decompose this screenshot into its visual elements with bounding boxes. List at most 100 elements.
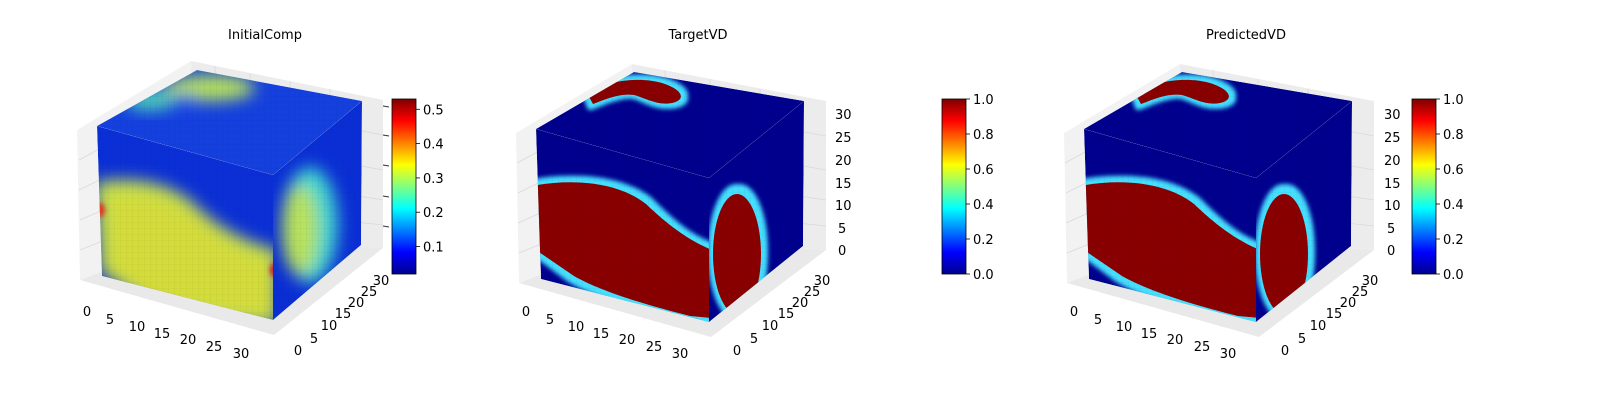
z-axis-tickmarks (382, 105, 390, 228)
colorbar-tick-label: 1.0 (1443, 93, 1464, 108)
chart-title: PredictedVD (1206, 28, 1286, 43)
y-tick: 0 (733, 344, 741, 359)
colorbar-tick-label: 0.6 (973, 163, 994, 178)
colorbar-predictedvd: 0.0 0.2 0.4 0.6 0.8 1.0 (1411, 93, 1464, 283)
colorbar-gradient (391, 98, 417, 275)
z-axis-ticks: 0 5 10 15 20 25 30 (835, 108, 852, 259)
y-tick: 25 (361, 285, 378, 300)
z-tick: 20 (835, 154, 852, 169)
y-tick: 25 (804, 285, 821, 300)
colorbar-tick-label: 0.8 (1443, 128, 1464, 143)
y-tick: 0 (294, 344, 302, 359)
x-tick: 0 (522, 305, 530, 320)
x-tick: 30 (672, 347, 689, 362)
z-tick: 5 (838, 222, 846, 237)
y-tick: 0 (1281, 344, 1289, 359)
z-tick: 15 (835, 177, 852, 192)
chart-title: TargetVD (667, 28, 727, 43)
z-tick: 10 (1384, 199, 1401, 214)
x-tick: 15 (593, 327, 610, 342)
x-tick: 25 (646, 340, 663, 355)
z-tick: 5 (1387, 222, 1395, 237)
y-axis-ticks: 0 5 10 15 20 25 30 (1281, 274, 1378, 359)
colorbar-ticks: 0.0 0.2 0.4 0.6 0.8 1.0 (1436, 93, 1464, 283)
volume-front-face (97, 126, 273, 320)
y-axis-ticks: 0 5 10 15 20 25 30 (294, 274, 389, 359)
x-tick: 20 (1167, 333, 1184, 348)
volume-top-face (97, 70, 362, 175)
colorbar-tick-label: 0.6 (1443, 163, 1464, 178)
x-tick: 5 (106, 313, 114, 328)
x-tick: 30 (233, 347, 250, 362)
colorbar-tick-label: 0.5 (423, 103, 444, 118)
colorbar-tick-label: 0.4 (423, 138, 444, 153)
plot-targetvd: TargetVD (516, 28, 994, 362)
y-tick: 30 (373, 274, 390, 289)
colorbar-tick-label: 0.3 (423, 172, 444, 187)
x-tick: 0 (1070, 305, 1078, 320)
plot-predictedvd: PredictedVD (1064, 28, 1464, 362)
z-tick: 0 (1387, 244, 1395, 259)
y-tick: 25 (1352, 285, 1369, 300)
colorbar-ticks: 0.1 0.2 0.3 0.4 0.5 (416, 103, 444, 256)
colorbar-tick-label: 0.2 (423, 206, 444, 221)
z-axis-ticks: 0 5 10 15 20 25 30 (1384, 108, 1401, 259)
x-tick: 20 (180, 333, 197, 348)
y-tick: 5 (750, 332, 758, 347)
z-tick: 30 (835, 108, 852, 123)
colorbar-gradient (1411, 98, 1437, 275)
y-tick: 20 (1340, 296, 1357, 311)
colorbar-tick-label: 0.4 (973, 198, 994, 213)
x-tick: 10 (129, 320, 146, 335)
z-tick: 10 (835, 199, 852, 214)
y-axis-ticks: 0 5 10 15 20 25 30 (733, 274, 830, 359)
y-tick: 15 (1326, 307, 1343, 322)
volume-front-face (536, 129, 709, 322)
x-tick: 25 (206, 340, 223, 355)
colorbar-tick-label: 1.0 (973, 93, 994, 108)
colorbar-tick-label: 0.0 (973, 268, 994, 283)
x-tick: 25 (1194, 340, 1211, 355)
colorbar-tick-label: 0.8 (973, 128, 994, 143)
y-tick: 20 (348, 296, 365, 311)
x-tick: 10 (1116, 320, 1133, 335)
y-tick: 15 (335, 307, 352, 322)
colorbar-gradient (941, 98, 967, 275)
y-tick: 5 (310, 332, 318, 347)
colorbar-ticks: 0.0 0.2 0.4 0.6 0.8 1.0 (966, 93, 994, 283)
z-tick: 20 (1384, 154, 1401, 169)
x-axis-ticks: 0 5 10 15 20 25 30 (522, 305, 688, 362)
y-tick: 10 (1310, 319, 1327, 334)
x-axis-ticks: 0 5 10 15 20 25 30 (1070, 305, 1236, 362)
z-tick: 25 (1384, 131, 1401, 146)
chart-title: InitialComp (228, 28, 302, 43)
x-tick: 30 (1220, 347, 1237, 362)
y-tick: 15 (778, 307, 795, 322)
z-tick: 0 (838, 244, 846, 259)
plot-initialcomp: InitialComp (77, 28, 444, 362)
colorbar-tick-label: 0.0 (1443, 268, 1464, 283)
colorbar-tick-label: 0.2 (1443, 233, 1464, 248)
colorbar-tick-label: 0.2 (973, 233, 994, 248)
x-tick: 0 (83, 305, 91, 320)
x-axis-ticks: 0 5 10 15 20 25 30 (83, 305, 249, 362)
y-tick: 30 (814, 274, 831, 289)
x-tick: 20 (619, 333, 636, 348)
x-tick: 5 (546, 313, 554, 328)
z-tick: 25 (835, 131, 852, 146)
y-tick: 10 (762, 319, 779, 334)
y-tick: 5 (1298, 332, 1306, 347)
colorbar-tick-label: 0.4 (1443, 198, 1464, 213)
colorbar-initialcomp: 0.1 0.2 0.3 0.4 0.5 (391, 98, 444, 275)
y-tick: 20 (792, 296, 809, 311)
x-tick: 10 (568, 320, 585, 335)
x-tick: 15 (154, 327, 171, 342)
colorbar-tick-label: 0.1 (423, 241, 444, 256)
y-tick: 30 (1362, 274, 1379, 289)
x-tick: 5 (1094, 313, 1102, 328)
x-tick: 15 (1141, 327, 1158, 342)
z-tick: 15 (1384, 177, 1401, 192)
colorbar-targetvd: 0.0 0.2 0.4 0.6 0.8 1.0 (941, 93, 994, 283)
z-tick: 30 (1384, 108, 1401, 123)
